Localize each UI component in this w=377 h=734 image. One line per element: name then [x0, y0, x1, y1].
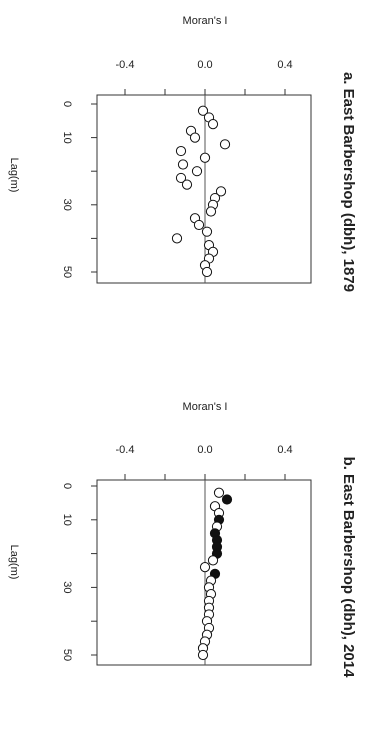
y-tick-label: 0 [61, 483, 73, 489]
data-point [171, 233, 183, 244]
panel-a-points [171, 105, 231, 278]
panel-b-xlabel: Moran's I [183, 401, 228, 413]
panel-b: b. East Barbershop (dbh), 2014 Moran's I… [8, 401, 357, 678]
panel-a-x-ticks: -0.4 0.0 0.4 [116, 59, 293, 95]
data-point [181, 179, 193, 190]
y-tick-label: 50 [61, 266, 73, 278]
data-point [197, 649, 209, 661]
panel-a: a. East Barbershop (dbh), 1879 Moran's I… [8, 15, 357, 292]
data-point [197, 105, 209, 116]
panel-b-y-ticks: 0 10 30 50 [61, 483, 97, 661]
panel-a-title: a. East Barbershop (dbh), 1879 [340, 72, 357, 292]
data-point [177, 159, 189, 170]
data-point [213, 487, 225, 498]
data-point [215, 186, 227, 197]
panel-b-ylabel: Lag(m) [8, 545, 20, 580]
panel-b-x-ticks: -0.4 0.0 0.4 [116, 444, 293, 480]
data-point [175, 172, 187, 184]
x-tick-label: 0.4 [277, 444, 292, 456]
data-point [207, 555, 219, 566]
data-point [201, 226, 213, 237]
data-point [199, 562, 211, 573]
x-tick-label: -0.4 [116, 59, 135, 71]
panel-b-title: b. East Barbershop (dbh), 2014 [340, 457, 357, 679]
data-point [219, 139, 231, 150]
data-point [191, 166, 203, 177]
data-point [207, 119, 219, 130]
data-point [189, 132, 201, 143]
panel-b-plot-frame [96, 479, 312, 666]
panel-a-plot-frame [96, 94, 312, 284]
y-tick-label: 0 [61, 101, 73, 107]
y-tick-label: 10 [61, 131, 73, 143]
x-tick-label: 0.0 [197, 59, 212, 71]
x-tick-label: 0.0 [197, 444, 212, 456]
data-point [201, 266, 213, 278]
y-tick-label: 30 [61, 199, 73, 211]
x-tick-label: -0.4 [116, 444, 135, 456]
data-point [193, 219, 205, 231]
y-tick-label: 30 [61, 581, 73, 593]
x-tick-label: 0.4 [277, 59, 292, 71]
panel-a-ylabel: Lag(m) [8, 158, 20, 193]
data-point [221, 494, 233, 505]
panel-a-y-ticks: 0 10 30 50 [61, 101, 97, 278]
data-point [205, 206, 217, 217]
y-tick-label: 10 [61, 514, 73, 526]
panel-a-xlabel: Moran's I [183, 15, 228, 27]
data-point [199, 152, 211, 163]
panel-b-points [197, 487, 233, 661]
y-tick-label: 50 [61, 649, 73, 661]
data-point [175, 145, 187, 157]
